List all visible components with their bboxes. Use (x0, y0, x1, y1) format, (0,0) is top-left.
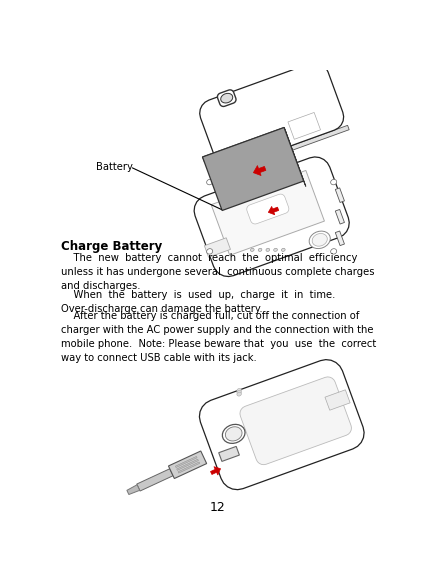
Polygon shape (207, 249, 213, 254)
Polygon shape (284, 127, 306, 187)
Polygon shape (274, 248, 278, 251)
Polygon shape (202, 127, 304, 211)
Polygon shape (237, 389, 241, 392)
Polygon shape (210, 467, 221, 475)
Polygon shape (247, 194, 289, 224)
Polygon shape (237, 390, 241, 394)
Polygon shape (199, 360, 364, 490)
Polygon shape (202, 127, 286, 163)
Polygon shape (207, 180, 213, 185)
Polygon shape (211, 170, 324, 255)
Polygon shape (219, 446, 239, 461)
Polygon shape (309, 231, 330, 248)
Text: Battery: Battery (96, 161, 133, 171)
Polygon shape (200, 63, 344, 167)
Polygon shape (218, 90, 236, 106)
Polygon shape (335, 231, 344, 245)
Polygon shape (331, 249, 337, 254)
Polygon shape (204, 238, 230, 257)
Polygon shape (281, 248, 285, 251)
Polygon shape (331, 180, 337, 185)
Text: Charge Battery: Charge Battery (61, 240, 162, 253)
Polygon shape (168, 451, 207, 478)
Polygon shape (268, 207, 279, 215)
Polygon shape (288, 113, 320, 139)
Text: When  the  battery  is  used  up,  charge  it  in  time.
Over-discharge can dama: When the battery is used up, charge it i… (61, 290, 335, 314)
Text: The  new  battery  cannot  reach  the  optimal  efficiency
unless it has undergo: The new battery cannot reach the optimal… (61, 253, 374, 291)
Polygon shape (325, 390, 350, 410)
Polygon shape (240, 377, 351, 465)
Polygon shape (335, 188, 344, 203)
Polygon shape (312, 234, 327, 246)
Polygon shape (177, 459, 198, 470)
Text: After the battery is charged full, cut off the connection of
charger with the AC: After the battery is charged full, cut o… (61, 312, 376, 363)
Polygon shape (137, 469, 173, 491)
Polygon shape (266, 248, 269, 251)
Polygon shape (127, 485, 140, 494)
Text: 12: 12 (210, 501, 225, 514)
Polygon shape (194, 157, 349, 276)
Polygon shape (178, 462, 200, 473)
Polygon shape (250, 248, 254, 251)
Polygon shape (220, 126, 349, 176)
Polygon shape (237, 392, 241, 396)
Polygon shape (176, 457, 197, 468)
Polygon shape (258, 248, 262, 251)
Polygon shape (253, 166, 266, 176)
Polygon shape (222, 424, 245, 443)
Polygon shape (225, 427, 242, 441)
Polygon shape (335, 210, 344, 224)
Polygon shape (221, 93, 233, 103)
